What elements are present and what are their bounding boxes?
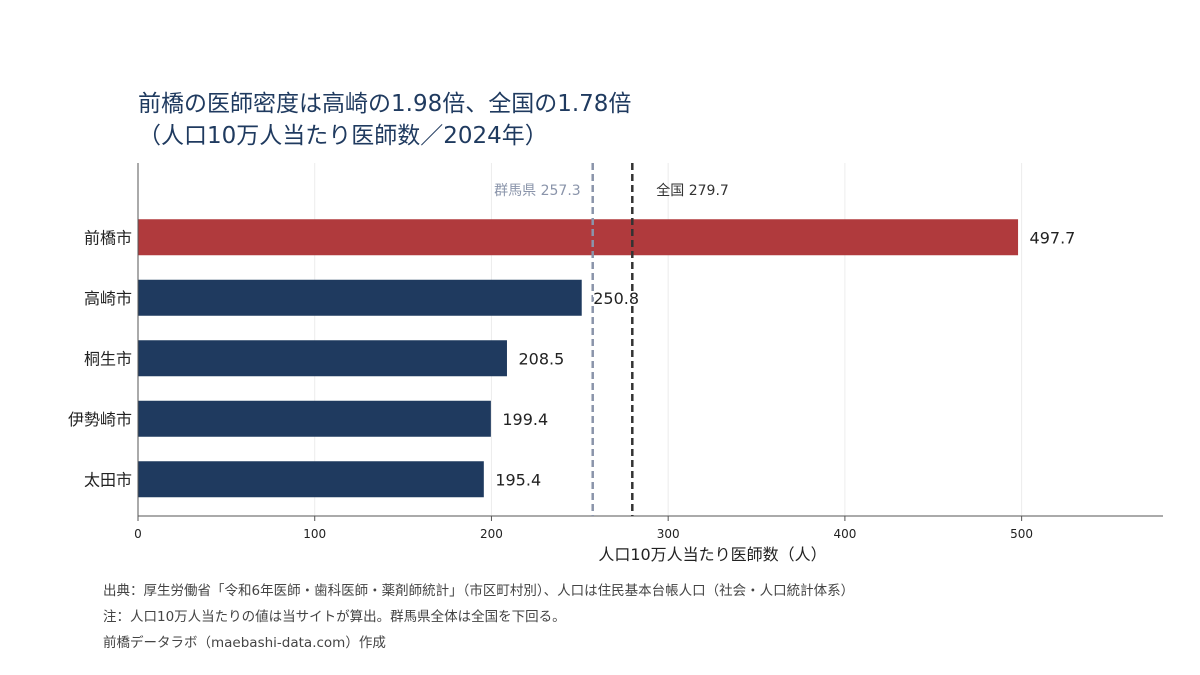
- x-tick-label: 300: [657, 527, 680, 541]
- chart-footer: 出典：厚生労働省「令和6年医師・歯科医師・薬剤師統計」（市区町村別）、人口は住民…: [103, 578, 854, 656]
- x-tick-label: 400: [833, 527, 856, 541]
- y-tick-label: 伊勢崎市: [68, 410, 132, 429]
- bar: [138, 400, 491, 437]
- chart-title-line1: 前橋の医師密度は高崎の1.98倍、全国の1.78倍: [138, 91, 632, 117]
- data-label: 497.7: [1030, 228, 1076, 247]
- y-tick-label: 高崎市: [84, 289, 132, 308]
- y-tick-label: 太田市: [84, 470, 132, 489]
- data-label: 195.4: [495, 470, 541, 489]
- bar: [138, 279, 582, 316]
- x-tick-label: 200: [480, 527, 503, 541]
- bar: [138, 461, 484, 498]
- bar: [138, 219, 1019, 256]
- chart-title: 前橋の医師密度は高崎の1.98倍、全国の1.78倍 （人口10万人当たり医師数／…: [138, 88, 1138, 152]
- reference-line-label: 全国 279.7: [656, 182, 729, 199]
- y-tick-label: 桐生市: [84, 349, 132, 368]
- source-note: 出典：厚生労働省「令和6年医師・歯科医師・薬剤師統計」（市区町村別）、人口は住民…: [103, 583, 855, 599]
- x-tick-label: 500: [1010, 527, 1033, 541]
- chart-title-line2: （人口10万人当たり医師数／2024年）: [138, 123, 548, 149]
- data-label: 208.5: [518, 349, 564, 368]
- x-tick-label: 0: [134, 527, 142, 541]
- credit-note: 前橋データラボ（maebashi-data.com）作成: [103, 635, 386, 651]
- y-tick-label: 前橋市: [84, 228, 132, 247]
- x-tick-label: 100: [303, 527, 326, 541]
- bar: [138, 340, 507, 377]
- reference-line-label: 群馬県 257.3: [494, 183, 581, 199]
- data-label: 250.8: [593, 289, 639, 308]
- calculation-note: 注：人口10万人当たりの値は当サイトが算出。群馬県全体は全国を下回る。: [103, 609, 566, 625]
- x-axis-label: 人口10万人当たり医師数（人）: [598, 545, 826, 564]
- data-label: 199.4: [502, 410, 548, 429]
